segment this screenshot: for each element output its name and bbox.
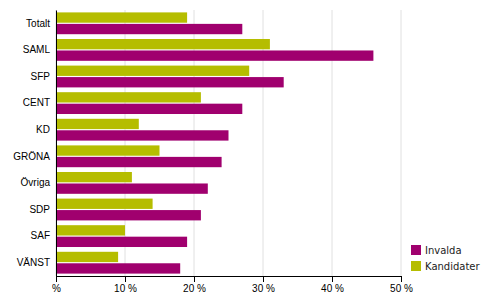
- legend-item: Kandidater: [411, 261, 481, 272]
- tick: 50 %: [390, 276, 413, 294]
- tick: 10 %: [114, 276, 137, 294]
- tick-label: SAF: [31, 230, 50, 241]
- grid-line: [332, 10, 333, 276]
- grid-line: [401, 10, 402, 276]
- tick-label: Övriga: [21, 177, 51, 188]
- tick: 40 %: [321, 276, 344, 294]
- tick: 30 %: [252, 276, 275, 294]
- legend-swatch: [411, 245, 421, 255]
- bar: [56, 157, 222, 167]
- tick-label: SDP: [29, 204, 50, 215]
- bar: [56, 66, 249, 76]
- grid-line: [56, 10, 57, 276]
- tick: SFP: [31, 71, 56, 82]
- tick-label: 30 %: [252, 283, 275, 294]
- legend-item: Invalda: [411, 245, 462, 256]
- tick-mark: [332, 276, 333, 282]
- bar: [56, 92, 201, 102]
- tick-label: VÄNST: [17, 257, 50, 268]
- bar: [56, 12, 187, 22]
- bar: [56, 172, 132, 182]
- tick: %: [52, 276, 61, 294]
- axis-line: [57, 277, 402, 283]
- legend: Invalda Kandidater: [411, 245, 481, 272]
- tick: Övriga: [21, 177, 56, 188]
- tick-label: Totalt: [26, 18, 50, 29]
- tick-mark: [125, 276, 126, 282]
- bar: [56, 130, 229, 140]
- tick-label: GRÖNA: [13, 151, 50, 162]
- bar: [56, 77, 284, 87]
- bar: [56, 252, 118, 262]
- tick: Totalt: [26, 18, 56, 29]
- bar: [56, 39, 270, 49]
- bar: [56, 50, 373, 60]
- tick-label: SFP: [31, 71, 51, 82]
- chart: % 10 % 20 % 30 % 40 % 50 % Totalt SAML SFP CENT KD…: [0, 0, 491, 302]
- tick: SAF: [31, 230, 56, 241]
- bar: [56, 183, 208, 193]
- y-axis: Totalt SAML SFP CENT KD GRÖNA Övriga SDP SAF VÄNS…: [13, 11, 56, 277]
- bar: [56, 119, 139, 129]
- series: [56, 24, 373, 274]
- tick-label: CENT: [23, 97, 50, 108]
- tick-mark: [194, 276, 195, 282]
- x-axis: % 10 % 20 % 30 % 40 % 50 %: [52, 276, 413, 294]
- bars: [56, 12, 373, 273]
- grid-line: [263, 10, 264, 276]
- tick-mark: [56, 276, 57, 282]
- bar: [56, 263, 180, 273]
- axis-line: [56, 11, 57, 277]
- tick-mark: [401, 276, 402, 282]
- bar: [56, 225, 125, 235]
- grid-line: [194, 10, 195, 276]
- tick: 20 %: [183, 276, 206, 294]
- tick-label: 50 %: [390, 283, 413, 294]
- grid-line: [125, 10, 126, 276]
- tick: SAML: [23, 44, 56, 55]
- bar: [56, 24, 242, 34]
- tick-label: KD: [36, 124, 50, 135]
- legend-label: Kandidater: [425, 261, 481, 272]
- bar: [56, 210, 201, 220]
- bar: [56, 199, 153, 209]
- tick: VÄNST: [17, 257, 56, 268]
- tick: CENT: [23, 97, 56, 108]
- legend-swatch: [411, 261, 421, 271]
- tick-label: 20 %: [183, 283, 206, 294]
- tick-label: %: [52, 283, 61, 294]
- tick-label: SAML: [23, 44, 51, 55]
- legend-label: Invalda: [425, 245, 462, 256]
- tick-label: 40 %: [321, 283, 344, 294]
- tick: SDP: [29, 204, 56, 215]
- tick-label: 10 %: [114, 283, 137, 294]
- tick-mark: [263, 276, 264, 282]
- bar: [56, 237, 187, 247]
- series: [56, 12, 270, 262]
- bar: [56, 104, 242, 114]
- tick: KD: [36, 124, 56, 135]
- plot: % 10 % 20 % 30 % 40 % 50 % Totalt SAML SFP CENT KD…: [13, 10, 413, 294]
- bar: [56, 145, 160, 155]
- tick: GRÖNA: [13, 151, 56, 162]
- grid: [56, 10, 401, 276]
